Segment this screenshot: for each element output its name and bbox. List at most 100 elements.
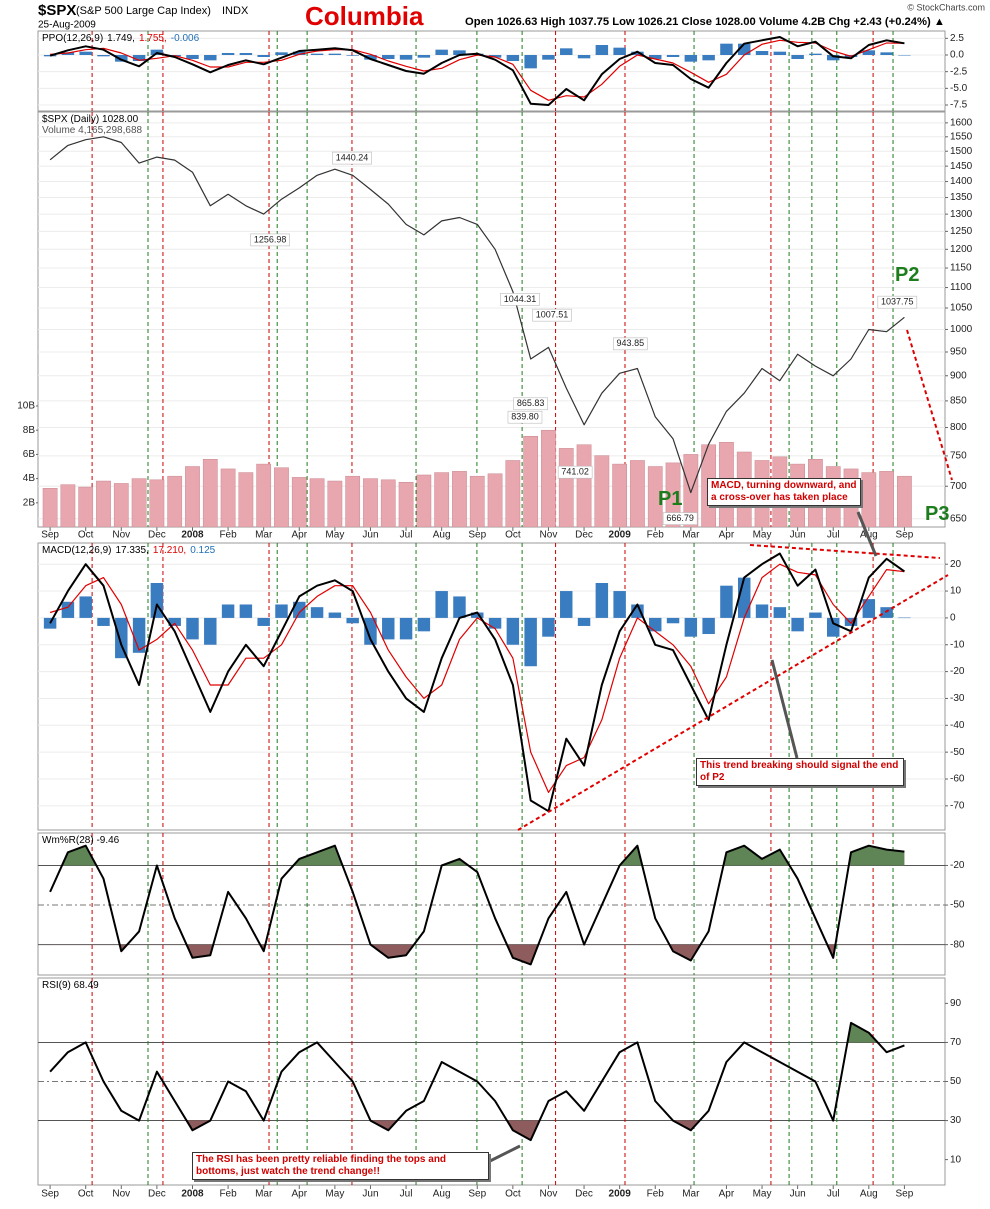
extreme-label: 839.80 (511, 412, 539, 422)
date: 25-Aug-2009 (38, 20, 96, 31)
y-tick-label: -40 (950, 720, 965, 731)
legend: Volume 4,165,298,688 (42, 125, 143, 136)
histogram-bar (364, 617, 377, 645)
series-line (49, 136, 905, 494)
histogram-bar (613, 591, 626, 618)
volume-bar (131, 478, 147, 527)
legend-item: Volume 4,165,298,688 (42, 125, 143, 136)
histogram-bar (595, 583, 609, 618)
histogram-bar (755, 51, 769, 55)
volume-bar (630, 460, 645, 527)
extreme-label-box (662, 512, 698, 525)
y-tick-label: 1050 (950, 303, 973, 314)
series-line (49, 36, 905, 106)
histogram-bar (293, 51, 306, 55)
histogram-bar (666, 55, 680, 57)
x-tick-label: May (753, 1189, 772, 1200)
volume-bar (398, 481, 414, 527)
histogram-bar (488, 617, 502, 629)
volume-bar (42, 488, 58, 527)
histogram-bar (239, 53, 253, 55)
volume-bar (96, 480, 111, 527)
histogram-bar (506, 55, 520, 61)
histogram-bar (186, 617, 199, 640)
histogram-bar (382, 55, 395, 59)
histogram-bar (702, 55, 715, 61)
x-tick-label: Nov (540, 1189, 558, 1200)
y-tick-label: 700 (950, 481, 967, 492)
legend: $SPX (Daily) 1028.00 (42, 114, 139, 125)
x-tick-label: Mar (682, 530, 700, 541)
histogram-bar (560, 591, 573, 618)
volume-bar (452, 471, 467, 527)
legend-item: RSI(9) 68.49 (42, 980, 99, 991)
histogram-bar (399, 55, 413, 60)
histogram-bar (542, 617, 555, 637)
histogram-bar (809, 53, 822, 55)
extreme-label-box (332, 151, 372, 165)
panel: 20 10 0 -10 -20 -30 -40 -50 -60 -70 MACD(12,26,9) 1… (37, 542, 965, 831)
volume-bar (594, 455, 610, 527)
y-tick-label: -60 (950, 774, 965, 785)
histogram-bar (649, 617, 662, 632)
legend-item: -0.006 (171, 33, 200, 44)
extreme-label: 1440.24 (336, 152, 369, 162)
panel: 90 70 50 30 10 RSI(9) 68.49 (37, 977, 962, 1186)
histogram-bar (791, 617, 804, 632)
x-tick-label: Aug (433, 530, 451, 541)
x-tick-label: Feb (219, 1189, 237, 1200)
histogram-bar (471, 612, 484, 618)
y-tick-label: 1100 (950, 282, 972, 293)
x-tick-label: Oct (78, 1189, 94, 1200)
histogram-bar (862, 50, 876, 55)
extreme-label: 666.79 (666, 513, 694, 523)
histogram-bar (577, 55, 591, 59)
y-tick-label: 30 (950, 1115, 962, 1126)
y-tick-label: 1300 (950, 209, 973, 220)
volume-bar (380, 479, 396, 527)
volume-bar (416, 474, 432, 527)
volume-bar (523, 436, 539, 527)
x-tick-label: Mar (682, 1189, 700, 1200)
series-line (49, 844, 905, 966)
x-tick-label: Apr (719, 1189, 735, 1200)
x-tick-label: Apr (291, 530, 307, 541)
exchange: INDX (222, 5, 249, 17)
x-tick-label: 2009 (609, 530, 632, 541)
histogram-bar (809, 612, 822, 618)
y2-tick-label: 6B (23, 449, 36, 460)
volume-bar (558, 448, 574, 527)
x-tick-label: Feb (647, 530, 665, 541)
volume-bar (149, 479, 165, 527)
y-tick-label: -80 (950, 939, 965, 950)
credit: © StockCharts.com (907, 2, 985, 12)
legend: PPO(12,26,9) 1.749, 1.755, -0.006 (42, 33, 200, 44)
y-tick-label: -10 (950, 639, 965, 650)
extreme-label: 1256.98 (254, 234, 287, 244)
x-tick-label: Jul (827, 1189, 840, 1200)
y-tick-label: 750 (950, 451, 967, 462)
histogram-bar (310, 607, 324, 618)
histogram-bar (328, 53, 342, 55)
x-tick-label: Nov (112, 1189, 130, 1200)
panel-plot (38, 833, 945, 975)
legend-item: 17.210, (153, 545, 186, 556)
x-tick-label: Apr (291, 1189, 307, 1200)
x-tick-label: Aug (433, 1189, 451, 1200)
histogram-bar (328, 612, 342, 618)
histogram-bar (79, 596, 92, 618)
extreme-label: 741.02 (561, 467, 589, 477)
x-tick-label: Sep (468, 530, 486, 541)
legend-item: MACD(12,26,9) (42, 545, 111, 556)
extreme-label: 943.85 (617, 338, 645, 348)
volume-bar (167, 475, 183, 527)
volume-bar (683, 454, 699, 527)
legend-item: 1.755, (139, 33, 167, 44)
histogram-bar (417, 55, 431, 58)
y-tick-label: -20 (950, 860, 965, 871)
histogram-bar (898, 617, 911, 619)
overbought-fill (50, 845, 905, 866)
panel-frame (37, 542, 946, 831)
x-tick-label: Feb (219, 530, 237, 541)
panel-plot (38, 31, 945, 111)
